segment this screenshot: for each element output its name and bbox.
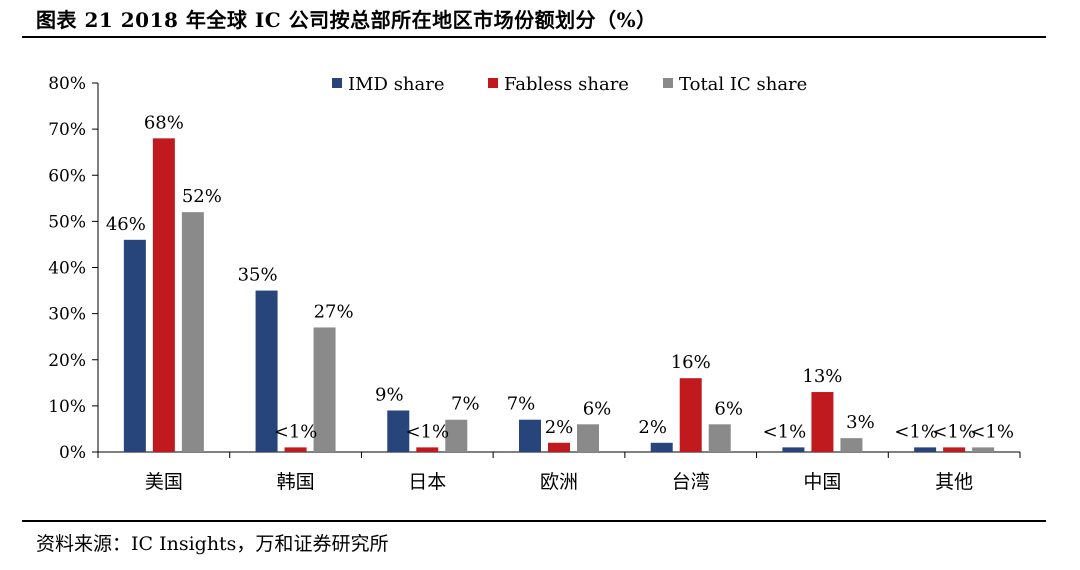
- source-divider: [22, 520, 1046, 522]
- bar-value-label: 6%: [714, 398, 743, 419]
- y-tick-label: 70%: [48, 120, 86, 140]
- bar: [811, 392, 834, 452]
- x-tick-label: 美国: [145, 471, 183, 493]
- bar: [313, 327, 336, 452]
- bar: [255, 290, 278, 452]
- bar-value-label: 2%: [638, 417, 667, 438]
- bar: [650, 442, 673, 452]
- bar-value-label: 46%: [106, 214, 146, 235]
- legend: IMD share Fabless share Total IC share: [332, 74, 807, 95]
- bar: [284, 447, 307, 452]
- bar-value-label: 52%: [182, 186, 222, 207]
- bar-value-label: <1%: [970, 421, 1014, 442]
- bar-value-label: 3%: [846, 412, 875, 433]
- bar-value-label: 7%: [451, 394, 480, 415]
- bar: [943, 447, 966, 452]
- bar-value-label: 68%: [144, 112, 184, 133]
- bar: [519, 419, 541, 452]
- bar: [782, 447, 805, 452]
- bar: [181, 212, 204, 452]
- x-tick-label: 台湾: [672, 471, 710, 493]
- bar: [416, 447, 439, 452]
- legend-swatch: [663, 78, 673, 88]
- x-tick-label: 欧洲: [540, 471, 578, 493]
- bar: [914, 447, 937, 452]
- x-axis: 美国 韩国 日本 欧洲 台湾 中国 其他: [97, 451, 1021, 493]
- y-tick-label: 0%: [59, 443, 86, 463]
- legend-label: IMD share: [348, 74, 445, 95]
- y-tick-label: 10%: [48, 397, 86, 417]
- y-tick-label: 60%: [48, 166, 86, 186]
- legend-label: Fabless share: [504, 74, 629, 95]
- x-tick-label: 日本: [408, 471, 446, 493]
- legend-swatch: [332, 78, 342, 88]
- y-tick-label: 50%: [48, 212, 86, 232]
- y-tick-label: 30%: [48, 305, 86, 325]
- bar-value-label: 13%: [802, 366, 842, 387]
- bar: [708, 424, 731, 452]
- bar-value-label: 16%: [671, 352, 711, 373]
- bar: [972, 447, 995, 452]
- bar: [679, 378, 702, 452]
- y-axis: 0% 10% 20% 30% 40% 50% 60% 70% 80%: [48, 74, 99, 463]
- bar: [387, 410, 410, 452]
- bar: [445, 419, 468, 452]
- x-tick-label: 韩国: [277, 471, 315, 493]
- x-tick-label: 中国: [803, 471, 841, 493]
- bar-value-label: <1%: [274, 421, 318, 442]
- bars: [123, 138, 995, 452]
- bar-value-label: 35%: [238, 265, 278, 286]
- x-tick-label: 其他: [935, 471, 973, 493]
- bar-chart: 0% 10% 20% 30% 40% 50% 60% 70% 80% 美国 韩国 日本 欧洲 台湾 中国 其…: [48, 74, 1021, 493]
- bar-value-label: <1%: [894, 421, 938, 442]
- bar-value-label: 9%: [375, 384, 404, 405]
- bar-value-label: 27%: [314, 301, 354, 322]
- y-tick-label: 20%: [48, 351, 86, 371]
- source-note: 资料来源：IC Insights，万和证券研究所: [36, 533, 389, 555]
- bar-value-label: <1%: [932, 421, 976, 442]
- bar: [577, 424, 599, 452]
- legend-label: Total IC share: [679, 74, 807, 95]
- bar: [152, 138, 175, 452]
- bar-value-label: <1%: [763, 421, 807, 442]
- y-tick-label: 40%: [48, 259, 86, 279]
- legend-swatch: [488, 78, 498, 88]
- bar: [840, 438, 863, 452]
- y-tick-label: 80%: [48, 74, 86, 94]
- bar: [123, 239, 146, 452]
- bar-value-label: 7%: [507, 394, 536, 415]
- bar-value-label: 6%: [583, 398, 612, 419]
- bar-value-label: <1%: [405, 421, 449, 442]
- bar-value-label: 2%: [545, 417, 574, 438]
- figure-title: 图表 21 2018 年全球 IC 公司按总部所在地区市场份额划分（%）: [36, 8, 657, 32]
- bar: [548, 442, 570, 452]
- title-divider: [22, 36, 1046, 38]
- data-labels: 46%35%9% 7%2% <1% <1%68%<1% <1% 2%16%13%<1%52…: [106, 112, 1014, 442]
